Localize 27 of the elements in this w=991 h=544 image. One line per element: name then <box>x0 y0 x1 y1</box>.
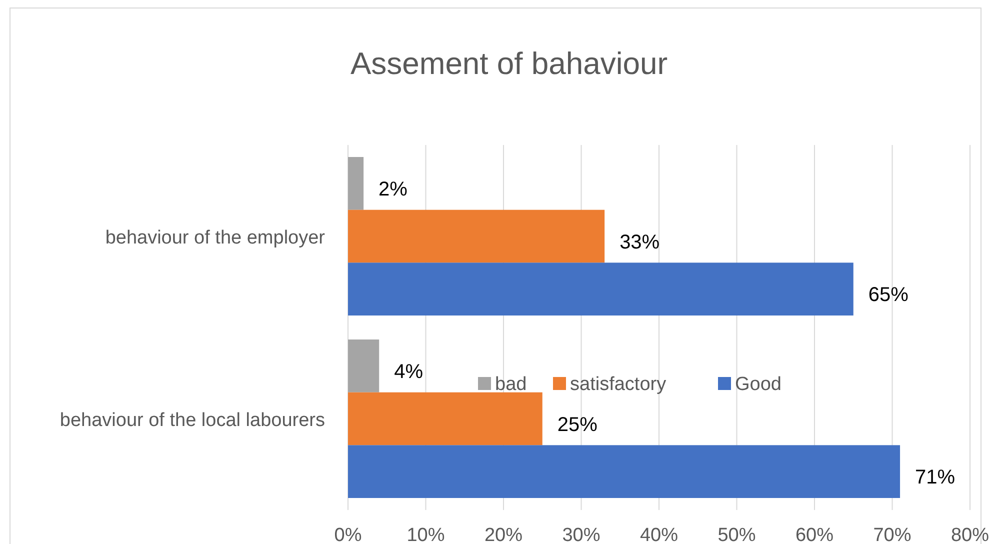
data-label: 25% <box>557 414 598 436</box>
data-label: 4% <box>394 360 424 383</box>
data-label: 71% <box>915 466 956 489</box>
bar <box>348 445 900 498</box>
x-tick-label: 80% <box>950 525 990 544</box>
data-label: 2% <box>378 178 408 200</box>
x-tick-label: 10% <box>406 525 445 544</box>
y-tick-label: behaviour of the employer <box>105 227 326 248</box>
bar <box>348 157 364 210</box>
data-label: 65% <box>868 284 909 306</box>
x-tick-label: 50% <box>718 525 756 544</box>
x-tick-label: 40% <box>640 525 678 544</box>
x-tick-label: 30% <box>562 525 600 544</box>
y-tick-label: behaviour of the local labourers <box>60 410 325 431</box>
bar <box>348 210 605 263</box>
x-tick-label: 60% <box>795 525 834 544</box>
legend-label: satisfactory <box>570 374 667 395</box>
chart-title: Assement of bahaviour <box>350 46 668 81</box>
x-tick-label: 70% <box>873 525 912 544</box>
bar <box>348 262 854 316</box>
legend-label: bad <box>495 374 527 395</box>
x-tick-label: 0% <box>334 525 362 544</box>
data-label: 33% <box>620 231 660 254</box>
legend-label: Good <box>735 374 782 395</box>
bar <box>348 340 380 392</box>
x-tick-label: 20% <box>484 525 523 544</box>
bar <box>348 392 542 446</box>
